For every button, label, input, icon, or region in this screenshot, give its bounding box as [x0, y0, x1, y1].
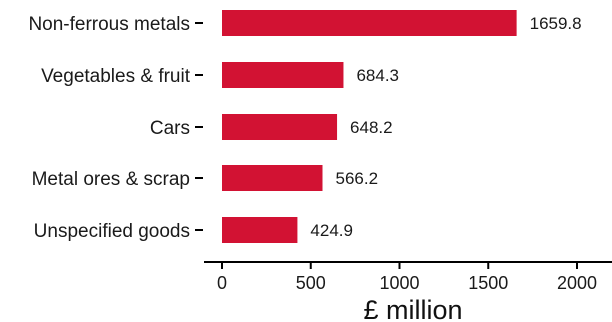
x-axis-title: £ million [363, 295, 462, 322]
x-tick-label: 1000 [379, 273, 419, 293]
bar [222, 165, 323, 191]
value-labels: 1659.8 684.3 648.2 566.2 424.9 [310, 14, 581, 240]
x-tick-label: 0 [217, 273, 227, 293]
category-label: Vegetables & fruit [41, 66, 191, 87]
category-label: Cars [150, 118, 190, 139]
x-tick-label: 1500 [468, 273, 508, 293]
x-tick-label: 500 [296, 273, 326, 293]
value-label: 566.2 [336, 169, 379, 188]
bar [222, 10, 517, 36]
x-axis-ticks: 0 500 1000 1500 2000 [217, 262, 597, 293]
category-label: Unspecified goods [34, 221, 190, 242]
value-label: 684.3 [356, 66, 399, 85]
category-ticks [195, 22, 203, 231]
value-label: 1659.8 [530, 14, 582, 33]
bar [222, 217, 298, 243]
value-label: 648.2 [350, 118, 393, 137]
x-tick-label: 2000 [557, 273, 597, 293]
category-label: Non-ferrous metals [28, 14, 190, 35]
bar [222, 114, 338, 140]
category-label: Metal ores & scrap [32, 169, 190, 190]
bar [222, 62, 344, 88]
bars [222, 10, 517, 243]
value-label: 424.9 [310, 221, 353, 240]
category-labels: Non-ferrous metals Vegetables & fruit Cars… [28, 14, 190, 242]
